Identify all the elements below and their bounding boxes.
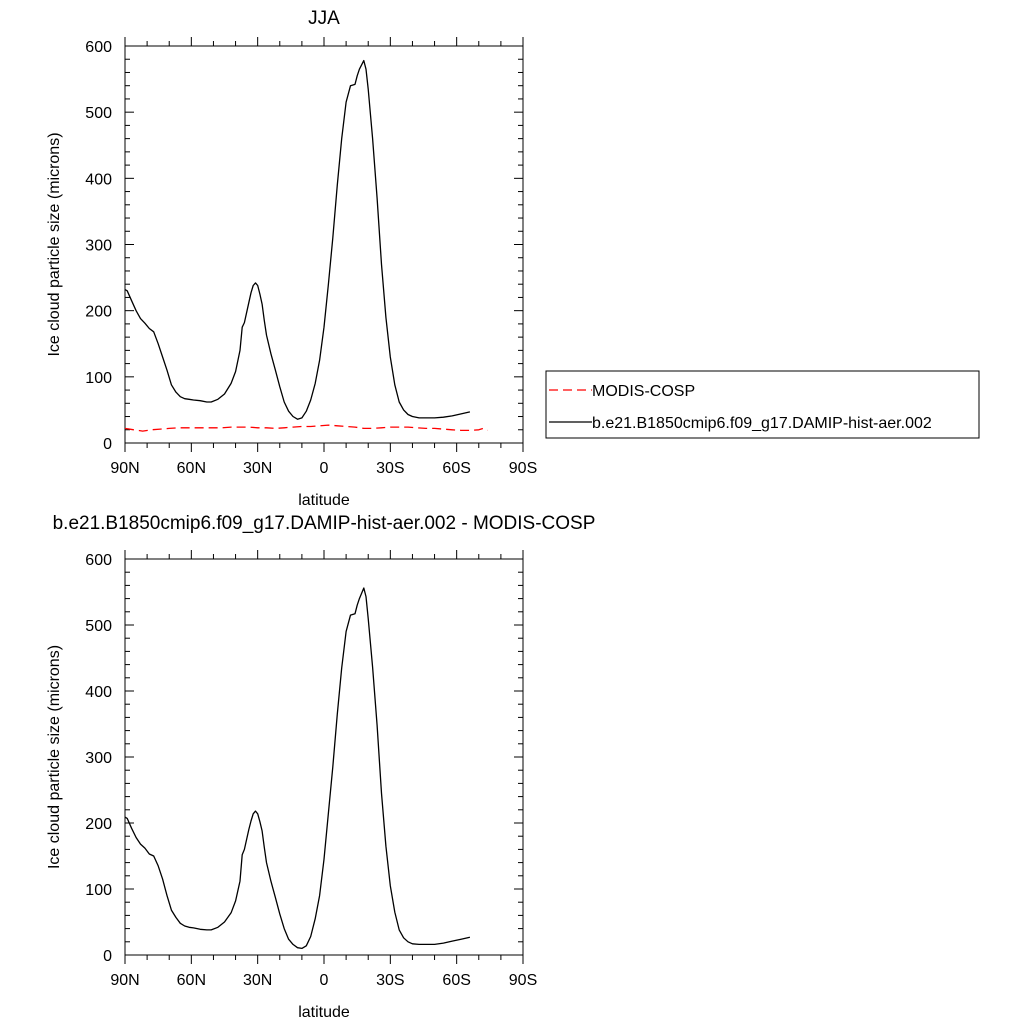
x-tick-label: 60N — [177, 460, 206, 477]
y-tick-label: 300 — [85, 238, 112, 255]
y-tick-label: 400 — [85, 684, 112, 701]
plot-frame — [124, 558, 524, 956]
x-tick-label: 60N — [177, 972, 206, 989]
x-tick-label: 30S — [376, 460, 404, 477]
y-tick-label: 0 — [103, 948, 112, 965]
y-tick-label: 100 — [85, 370, 112, 387]
x-tick-label: 60S — [442, 460, 470, 477]
x-axis-label: latitude — [298, 1004, 350, 1021]
y-tick-label: 400 — [85, 171, 112, 188]
series-line-2 — [124, 59, 471, 420]
series-line-1 — [124, 424, 488, 432]
chart-panel-2: b.e21.B1850cmip6.f09_g17.DAMIP-hist-aer.… — [46, 513, 595, 1021]
x-tick-label: 90S — [509, 460, 537, 477]
legend-entry: b.e21.B1850cmip6.f09_g17.DAMIP-hist-aer.… — [592, 415, 932, 432]
y-tick-label: 600 — [85, 552, 112, 569]
y-tick-label: 500 — [85, 618, 112, 635]
chart-panel-1: JJA 0 100 200 300 400 500 600 90N 60N 30N 0 30S 60S 90… — [46, 8, 980, 509]
y-tick-label: 100 — [85, 882, 112, 899]
x-tick-label: 0 — [320, 460, 329, 477]
y-tick-label: 200 — [85, 304, 112, 321]
x-tick-label: 90N — [110, 460, 139, 477]
x-axis-label: latitude — [298, 492, 350, 509]
y-tick-label: 0 — [103, 436, 112, 453]
y-axis-label: Ice cloud particle size (microns) — [46, 645, 63, 869]
y-tick-label: 600 — [85, 39, 112, 56]
x-tick-label: 90N — [110, 972, 139, 989]
x-tick-label: 90S — [509, 972, 537, 989]
x-tick-label: 30N — [243, 972, 272, 989]
series-line-1 — [124, 587, 471, 950]
plot-frame — [124, 45, 524, 444]
legend-entry: MODIS-COSP — [592, 383, 695, 400]
y-tick-label: 200 — [85, 816, 112, 833]
x-tick-label: 30S — [376, 972, 404, 989]
legend: MODIS-COSP b.e21.B1850cmip6.f09_g17.DAMIP… — [545, 370, 980, 439]
y-tick-label: 300 — [85, 750, 112, 767]
y-tick-label: 500 — [85, 105, 112, 122]
legend-box — [545, 370, 980, 439]
y-axis-label: Ice cloud particle size (microns) — [46, 132, 63, 356]
x-tick-label: 30N — [243, 460, 272, 477]
chart-title: JJA — [308, 8, 340, 29]
x-tick-label: 0 — [320, 972, 329, 989]
x-tick-label: 60S — [442, 972, 470, 989]
chart-title: b.e21.B1850cmip6.f09_g17.DAMIP-hist-aer.… — [53, 513, 596, 534]
